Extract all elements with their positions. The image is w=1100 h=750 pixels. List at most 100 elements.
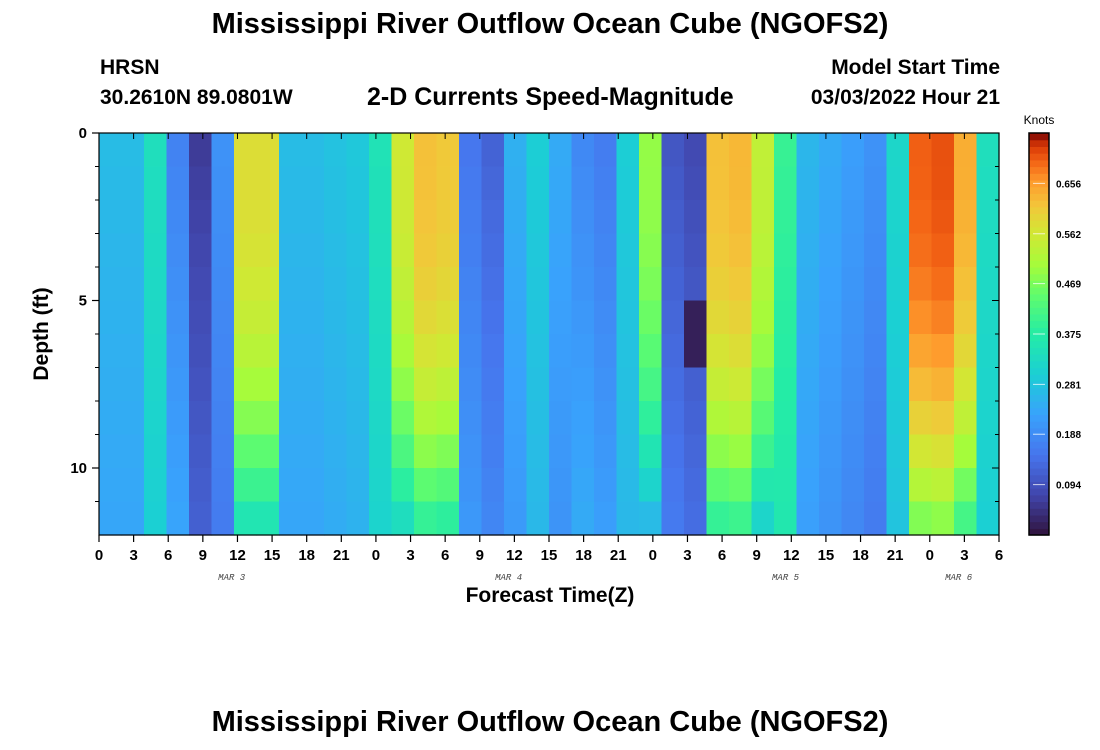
heatmap-cell xyxy=(886,133,910,168)
heatmap-cell xyxy=(459,166,483,201)
heatmap-cell xyxy=(481,200,505,235)
heatmap-cell xyxy=(684,267,708,302)
heatmap-cell xyxy=(346,501,370,536)
colorbar-tick-label: 0.656 xyxy=(1056,179,1081,190)
heatmap-cell xyxy=(234,334,258,369)
y-axis-label: Depth (ft) xyxy=(30,287,53,381)
heatmap-cell xyxy=(121,133,145,168)
heatmap-cell xyxy=(189,334,213,369)
heatmap-cell xyxy=(729,300,753,335)
heatmap-cell xyxy=(931,200,955,235)
heatmap-cell xyxy=(751,166,775,201)
heatmap-cell xyxy=(841,133,865,168)
heatmap-cell xyxy=(819,233,843,268)
heatmap-cell xyxy=(864,300,888,335)
colorbar-segment xyxy=(1029,414,1049,422)
x-tick-label: 3 xyxy=(960,547,968,564)
heatmap-cell xyxy=(256,367,280,402)
heatmap-cell xyxy=(301,367,325,402)
colorbar-segment xyxy=(1029,374,1049,382)
heatmap-cell xyxy=(121,300,145,335)
heatmap-cell xyxy=(751,133,775,168)
heatmap-cell xyxy=(144,434,168,469)
heatmap-cell xyxy=(256,200,280,235)
heatmap-cell xyxy=(706,166,730,201)
heatmap-cell xyxy=(684,166,708,201)
heatmap-cell xyxy=(841,501,865,536)
heatmap-cell xyxy=(369,401,393,436)
x-tick-label: 9 xyxy=(199,547,207,564)
heatmap-cell xyxy=(414,166,438,201)
colorbar-segment xyxy=(1029,447,1049,456)
heatmap-cell xyxy=(279,267,303,302)
date-label: MAR 6 xyxy=(945,573,973,583)
heatmap-cell xyxy=(166,468,190,503)
heatmap-cell xyxy=(166,300,190,335)
heatmap-cell xyxy=(706,233,730,268)
heatmap-cell xyxy=(99,267,123,302)
heatmap-cell xyxy=(346,267,370,302)
heatmap-cell xyxy=(796,401,820,436)
heatmap-cell xyxy=(369,200,393,235)
colorbar-segment xyxy=(1029,528,1049,536)
heatmap-cell xyxy=(256,434,280,469)
colorbar-segment xyxy=(1029,394,1049,402)
heatmap-cell xyxy=(661,200,685,235)
colorbar-segment xyxy=(1029,427,1049,436)
date-label: MAR 3 xyxy=(218,573,246,583)
colorbar-segment xyxy=(1029,200,1049,208)
heatmap-cell xyxy=(504,166,528,201)
heatmap-cell xyxy=(391,501,415,536)
heatmap-cell xyxy=(526,267,550,302)
heatmap-cell xyxy=(391,233,415,268)
heatmap-cell xyxy=(526,434,550,469)
heatmap-cell xyxy=(414,267,438,302)
heatmap-cell xyxy=(414,300,438,335)
heatmap-cell xyxy=(211,367,235,402)
heatmap-cell xyxy=(301,434,325,469)
heatmap-cell xyxy=(594,434,618,469)
colorbar-segment xyxy=(1029,166,1049,174)
heatmap-cell xyxy=(819,468,843,503)
heatmap-cell xyxy=(571,501,595,536)
heatmap-cell xyxy=(234,233,258,268)
colorbar-segment xyxy=(1029,287,1049,295)
heatmap-cell xyxy=(909,166,933,201)
heatmap-cell xyxy=(886,401,910,436)
heatmap-cell xyxy=(144,468,168,503)
heatmap-cell xyxy=(391,401,415,436)
heatmap-cell xyxy=(864,233,888,268)
colorbar-segment xyxy=(1029,260,1049,268)
colorbar-segment xyxy=(1029,508,1049,516)
heatmap-cell xyxy=(886,233,910,268)
heatmap-cell xyxy=(504,334,528,369)
heatmap-cell xyxy=(346,334,370,369)
heatmap-cell xyxy=(841,334,865,369)
heatmap-cell xyxy=(639,166,663,201)
heatmap-cell xyxy=(211,200,235,235)
heatmap-cell xyxy=(841,300,865,335)
colorbar-segment xyxy=(1029,300,1049,308)
heatmap-cell xyxy=(211,233,235,268)
heatmap-cell xyxy=(189,401,213,436)
heatmap-cell xyxy=(976,233,1000,268)
heatmap-cell xyxy=(594,300,618,335)
heatmap-cell xyxy=(391,133,415,168)
heatmap-cell xyxy=(639,434,663,469)
heatmap-cell xyxy=(729,434,753,469)
heatmap-cell xyxy=(976,434,1000,469)
heatmap-cell xyxy=(346,468,370,503)
colorbar-segment xyxy=(1029,153,1049,161)
date-label: MAR 4 xyxy=(495,573,522,583)
colorbar-segment xyxy=(1029,474,1049,482)
heatmap-cell xyxy=(594,401,618,436)
heatmap-cell xyxy=(481,501,505,536)
heatmap-cell xyxy=(976,300,1000,335)
heatmap-cell xyxy=(481,233,505,268)
heatmap-cell xyxy=(706,434,730,469)
heatmap-cell xyxy=(931,133,955,168)
heatmap-cell xyxy=(571,468,595,503)
heatmap-cell xyxy=(886,434,910,469)
heatmap-cell xyxy=(369,501,393,536)
date-labels: MAR 3 MAR 4 MAR 5 MAR 6 xyxy=(218,573,973,583)
